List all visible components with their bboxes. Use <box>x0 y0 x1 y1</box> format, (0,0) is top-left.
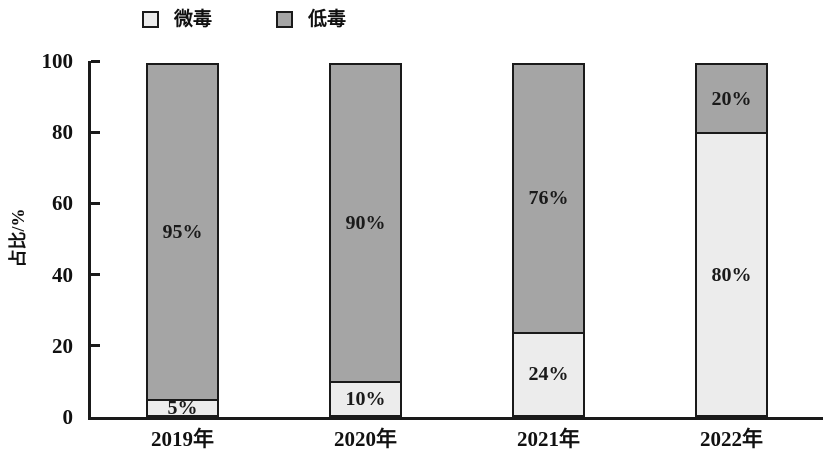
y-axis-title: 占比/% <box>8 208 28 268</box>
bar-segment-低毒: 76% <box>512 63 585 334</box>
y-axis-tick-label: 80 <box>52 120 73 145</box>
y-axis-tick <box>91 201 100 205</box>
legend-swatch-icon <box>276 11 294 28</box>
y-axis-tick-label: 100 <box>41 49 74 73</box>
stacked-bar: 95% 5% <box>146 63 219 420</box>
y-axis-tick <box>91 59 100 63</box>
x-axis-tick-label: 2019年 <box>151 427 214 451</box>
x-axis-tick-label: 2022年 <box>700 427 763 451</box>
bar-segment-微毒: 10% <box>329 381 402 417</box>
bar-segment-低毒: 95% <box>146 63 219 402</box>
bar-segment-微毒: 80% <box>695 132 768 417</box>
y-axis-tick <box>91 130 100 134</box>
legend-item-low-toxicity: 低毒 <box>276 10 346 29</box>
bar-segment-label: 24% <box>528 363 569 386</box>
chart-legend: 微毒 低毒 <box>142 10 346 29</box>
x-axis-tick-label: 2021年 <box>517 427 580 451</box>
y-axis-tick-label: 20 <box>52 333 73 358</box>
y-axis-tick <box>91 344 100 348</box>
y-axis-tick <box>91 273 100 277</box>
bar-segment-微毒: 5% <box>146 397 219 420</box>
bar-segment-label: 20% <box>711 87 752 110</box>
bar-segment-label: 76% <box>528 187 569 210</box>
y-axis-tick-label: 40 <box>52 262 73 287</box>
bar-segment-低毒: 20% <box>695 63 768 135</box>
legend-item-slightly-toxic: 微毒 <box>142 10 212 29</box>
bar-segment-label: 10% <box>345 388 386 411</box>
legend-label: 微毒 <box>174 9 213 30</box>
stacked-bar: 90% 10% <box>329 63 402 417</box>
bar-segment-label: 5% <box>167 397 198 420</box>
bar-segment-label: 80% <box>711 263 752 286</box>
legend-swatch-icon <box>142 11 159 28</box>
plot-area: 0 20 40 60 80 100 95% 5% 2019年 90% 10% 2020年 76% 24% 2… <box>42 49 823 450</box>
y-axis-tick-label: 0 <box>62 405 74 429</box>
bar-segment-label: 95% <box>162 221 203 244</box>
bar-segment-低毒: 90% <box>329 63 402 384</box>
bar-segment-微毒: 24% <box>512 331 585 417</box>
stacked-bar: 20% 80% <box>695 63 768 417</box>
x-axis-tick-label: 2020年 <box>334 427 397 451</box>
y-axis-tick-label: 60 <box>52 191 73 216</box>
stacked-bar: 76% 24% <box>512 63 585 417</box>
bar-segment-label: 90% <box>345 212 386 235</box>
legend-label: 低毒 <box>308 9 347 30</box>
